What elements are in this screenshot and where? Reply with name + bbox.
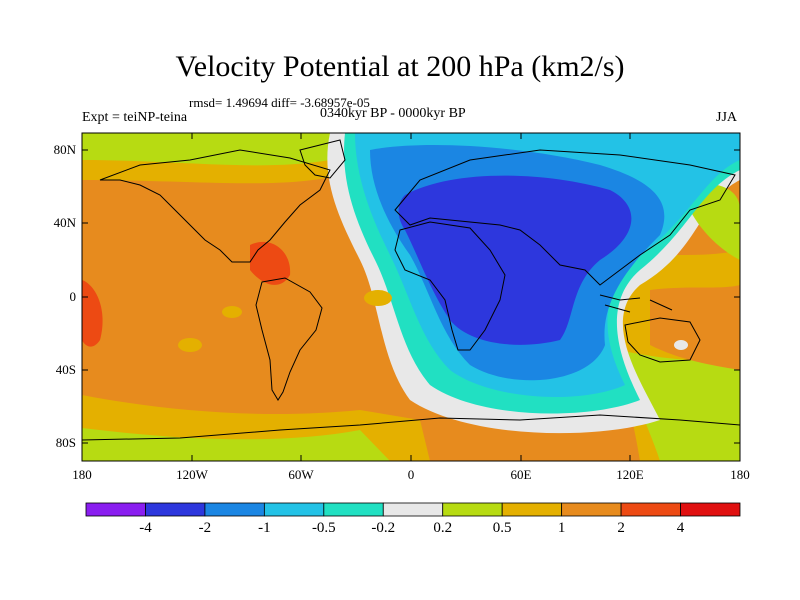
lon-label-120w: 120W (176, 467, 208, 482)
colorbar-tick-label: 0.5 (492, 520, 512, 536)
coast-south-america (255, 277, 323, 401)
coast-africa (394, 221, 506, 351)
contour-lime-east (690, 183, 740, 260)
contour-red-caribbean (250, 241, 291, 285)
lon-label-60w: 60W (288, 467, 314, 482)
colorbar-tick-label: -0.2 (371, 520, 396, 536)
contour-grey-blob-australia (674, 340, 688, 350)
lat-label-40s: 40S (55, 362, 76, 377)
colorbar-tick-label: -1 (258, 520, 271, 536)
colorbar-tick-label: 4 (676, 520, 685, 536)
experiment-label: Expt = teiNP-teina (82, 110, 188, 125)
contour-lime-wpac (620, 350, 740, 461)
colorbar-swatch (561, 502, 622, 517)
contour-yellow-blob-south-atlantic (364, 290, 392, 306)
colorbar-swatch (680, 502, 741, 517)
colorbar-tick-label: 0.2 (433, 520, 453, 536)
colorbar-swatch (382, 502, 444, 517)
colorbar-tick-label: -4 (139, 520, 152, 536)
lat-label-0: 0 (69, 289, 77, 304)
season-label: JJA (716, 110, 738, 125)
colorbar-tick-label: -0.5 (311, 520, 336, 536)
colorbar-swatch (204, 502, 265, 517)
coast-eurasia (394, 149, 736, 286)
colorbar (85, 502, 741, 517)
lat-label-80n: 80N (53, 142, 76, 157)
coastlines (82, 139, 740, 441)
colorbar-swatch (323, 502, 384, 517)
coast-antarctica (82, 414, 740, 441)
period-label: 0340kyr BP - 0000kyr BP (320, 106, 466, 121)
coast-north-america (99, 149, 331, 263)
contour-m2 (398, 175, 632, 345)
stats-text: rmsd= 1.49694 diff= -3.68957e-05 (189, 95, 370, 110)
lon-label-0: 0 (407, 467, 415, 482)
contour-orange-blob-pacific (178, 338, 202, 352)
colorbar-swatch (263, 502, 325, 517)
colorbar-tick-label: 1 (557, 520, 566, 536)
contour-lime-south (82, 428, 390, 461)
chart-title: Velocity Potential at 200 hPa (km2/s) (175, 50, 625, 83)
colorbar-swatch (620, 502, 681, 517)
colorbar-swatch (442, 502, 503, 517)
lon-label-180e: 180 (730, 467, 750, 482)
lon-label-60e: 60E (510, 467, 532, 482)
lat-label-40n: 40N (53, 215, 76, 230)
lat-label-80s: 80S (55, 435, 76, 450)
contour-field (82, 133, 740, 461)
coast-greenland (299, 139, 346, 179)
contour-lime-north (82, 133, 345, 166)
coast-indonesia (599, 294, 673, 313)
lon-label-180w: 180 (72, 467, 92, 482)
colorbar-tick-label: -2 (198, 520, 212, 536)
contour-yellow-wpac-inner (650, 285, 740, 370)
colorbar-tick-label: 2 (617, 520, 625, 536)
axis-ticks (82, 133, 740, 461)
coast-australia (624, 317, 701, 363)
colorbar-swatch (85, 502, 146, 517)
lon-label-120e: 120E (616, 467, 644, 482)
contour-yellow-blob-atlantic (222, 306, 242, 318)
colorbar-swatch (501, 502, 563, 517)
colorbar-swatch (145, 502, 206, 517)
